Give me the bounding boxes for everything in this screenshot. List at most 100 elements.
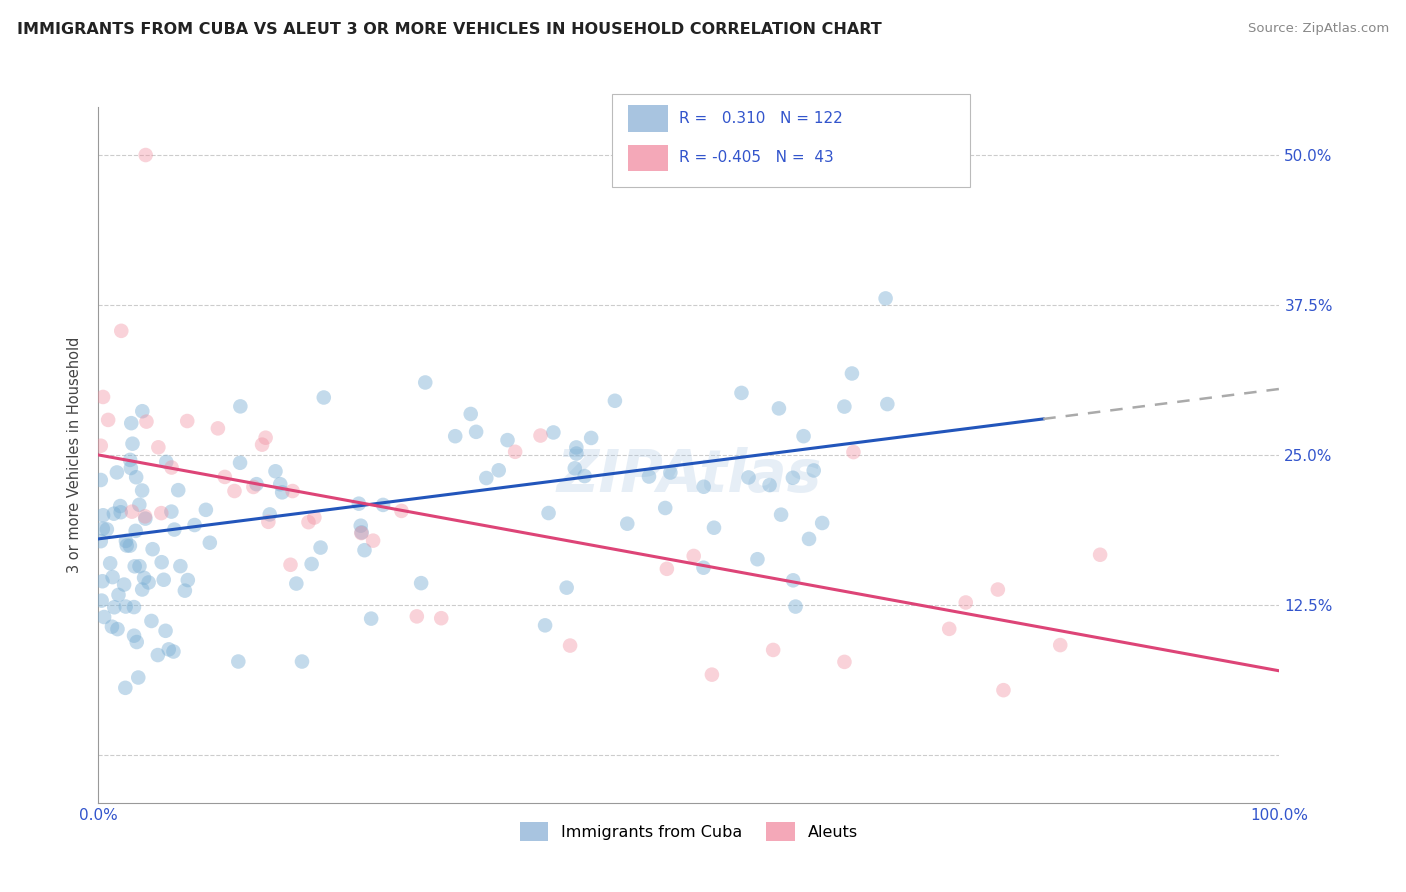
Point (120, 453, 142, 467)
Point (135, 415, 157, 429)
Point (124, 559, 146, 574)
Point (537, 506, 560, 520)
Point (120, 461, 142, 475)
Point (564, 461, 586, 475)
Point (105, 466, 128, 480)
Point (103, 507, 125, 521)
Point (152, 573, 174, 587)
Point (124, 524, 146, 538)
Point (496, 433, 519, 447)
Point (797, 532, 820, 546)
Point (574, 469, 596, 483)
Point (127, 671, 149, 685)
Point (110, 505, 132, 519)
Point (115, 539, 138, 553)
Point (353, 543, 375, 558)
Point (834, 655, 856, 669)
Point (91, 508, 114, 523)
Point (993, 683, 1015, 698)
Point (90, 439, 112, 453)
Text: Source: ZipAtlas.com: Source: ZipAtlas.com (1249, 22, 1389, 36)
Point (91, 522, 114, 536)
Point (142, 542, 165, 557)
Point (312, 391, 335, 405)
Point (229, 456, 252, 470)
Point (160, 505, 183, 519)
Point (134, 509, 156, 524)
Point (770, 508, 793, 522)
Point (1049, 638, 1071, 652)
Point (659, 466, 682, 480)
Point (122, 629, 145, 643)
Point (91, 574, 114, 589)
Point (242, 480, 264, 494)
Point (91, 390, 114, 404)
Point (350, 518, 373, 533)
Point (122, 600, 145, 615)
Point (162, 644, 184, 658)
Point (350, 525, 373, 540)
Point (169, 559, 191, 574)
Point (579, 431, 602, 445)
Point (391, 504, 413, 518)
Point (503, 445, 526, 459)
Y-axis label: 3 or more Vehicles in Household: 3 or more Vehicles in Household (67, 337, 83, 573)
Point (811, 516, 834, 530)
Point (444, 429, 467, 443)
Point (101, 620, 124, 634)
Point (131, 582, 153, 597)
Point (616, 516, 638, 531)
Point (654, 500, 676, 515)
Point (131, 483, 153, 498)
Point (1088, 548, 1111, 562)
Point (257, 515, 280, 529)
Point (128, 559, 150, 574)
Point (125, 470, 148, 484)
Point (301, 557, 323, 571)
Point (134, 511, 156, 525)
Point (758, 478, 780, 492)
Point (555, 581, 578, 595)
Point (90, 473, 112, 487)
Point (90, 534, 112, 549)
Point (565, 446, 588, 460)
Point (128, 498, 150, 512)
Point (173, 583, 195, 598)
Text: ZIPAtlas: ZIPAtlas (557, 447, 821, 504)
Point (558, 639, 581, 653)
Point (138, 575, 160, 590)
Point (281, 484, 304, 499)
Point (107, 588, 129, 602)
Point (97, 413, 120, 427)
Point (177, 573, 200, 587)
Point (112, 577, 135, 591)
Point (125, 635, 148, 649)
Point (768, 401, 790, 416)
Point (565, 441, 588, 455)
Point (347, 497, 370, 511)
Point (103, 600, 125, 615)
Text: R = -0.405   N =  43: R = -0.405 N = 43 (679, 151, 834, 165)
Point (271, 485, 294, 500)
Point (131, 404, 153, 418)
Point (121, 505, 143, 519)
Text: IMMIGRANTS FROM CUBA VS ALEUT 3 OR MORE VEHICLES IN HOUSEHOLD CORRELATION CHART: IMMIGRANTS FROM CUBA VS ALEUT 3 OR MORE … (17, 22, 882, 37)
Point (747, 552, 769, 566)
Point (93, 610, 115, 624)
Point (938, 622, 960, 636)
Point (730, 385, 752, 400)
Point (842, 445, 865, 459)
Point (245, 477, 267, 491)
Point (101, 570, 124, 584)
Point (229, 400, 252, 414)
Point (465, 425, 488, 439)
Point (297, 515, 319, 529)
Point (737, 470, 759, 484)
Point (371, 498, 394, 512)
Point (475, 471, 498, 485)
Point (762, 643, 785, 657)
Point (163, 523, 186, 537)
Point (264, 464, 287, 478)
Point (309, 541, 332, 555)
Point (955, 595, 977, 609)
